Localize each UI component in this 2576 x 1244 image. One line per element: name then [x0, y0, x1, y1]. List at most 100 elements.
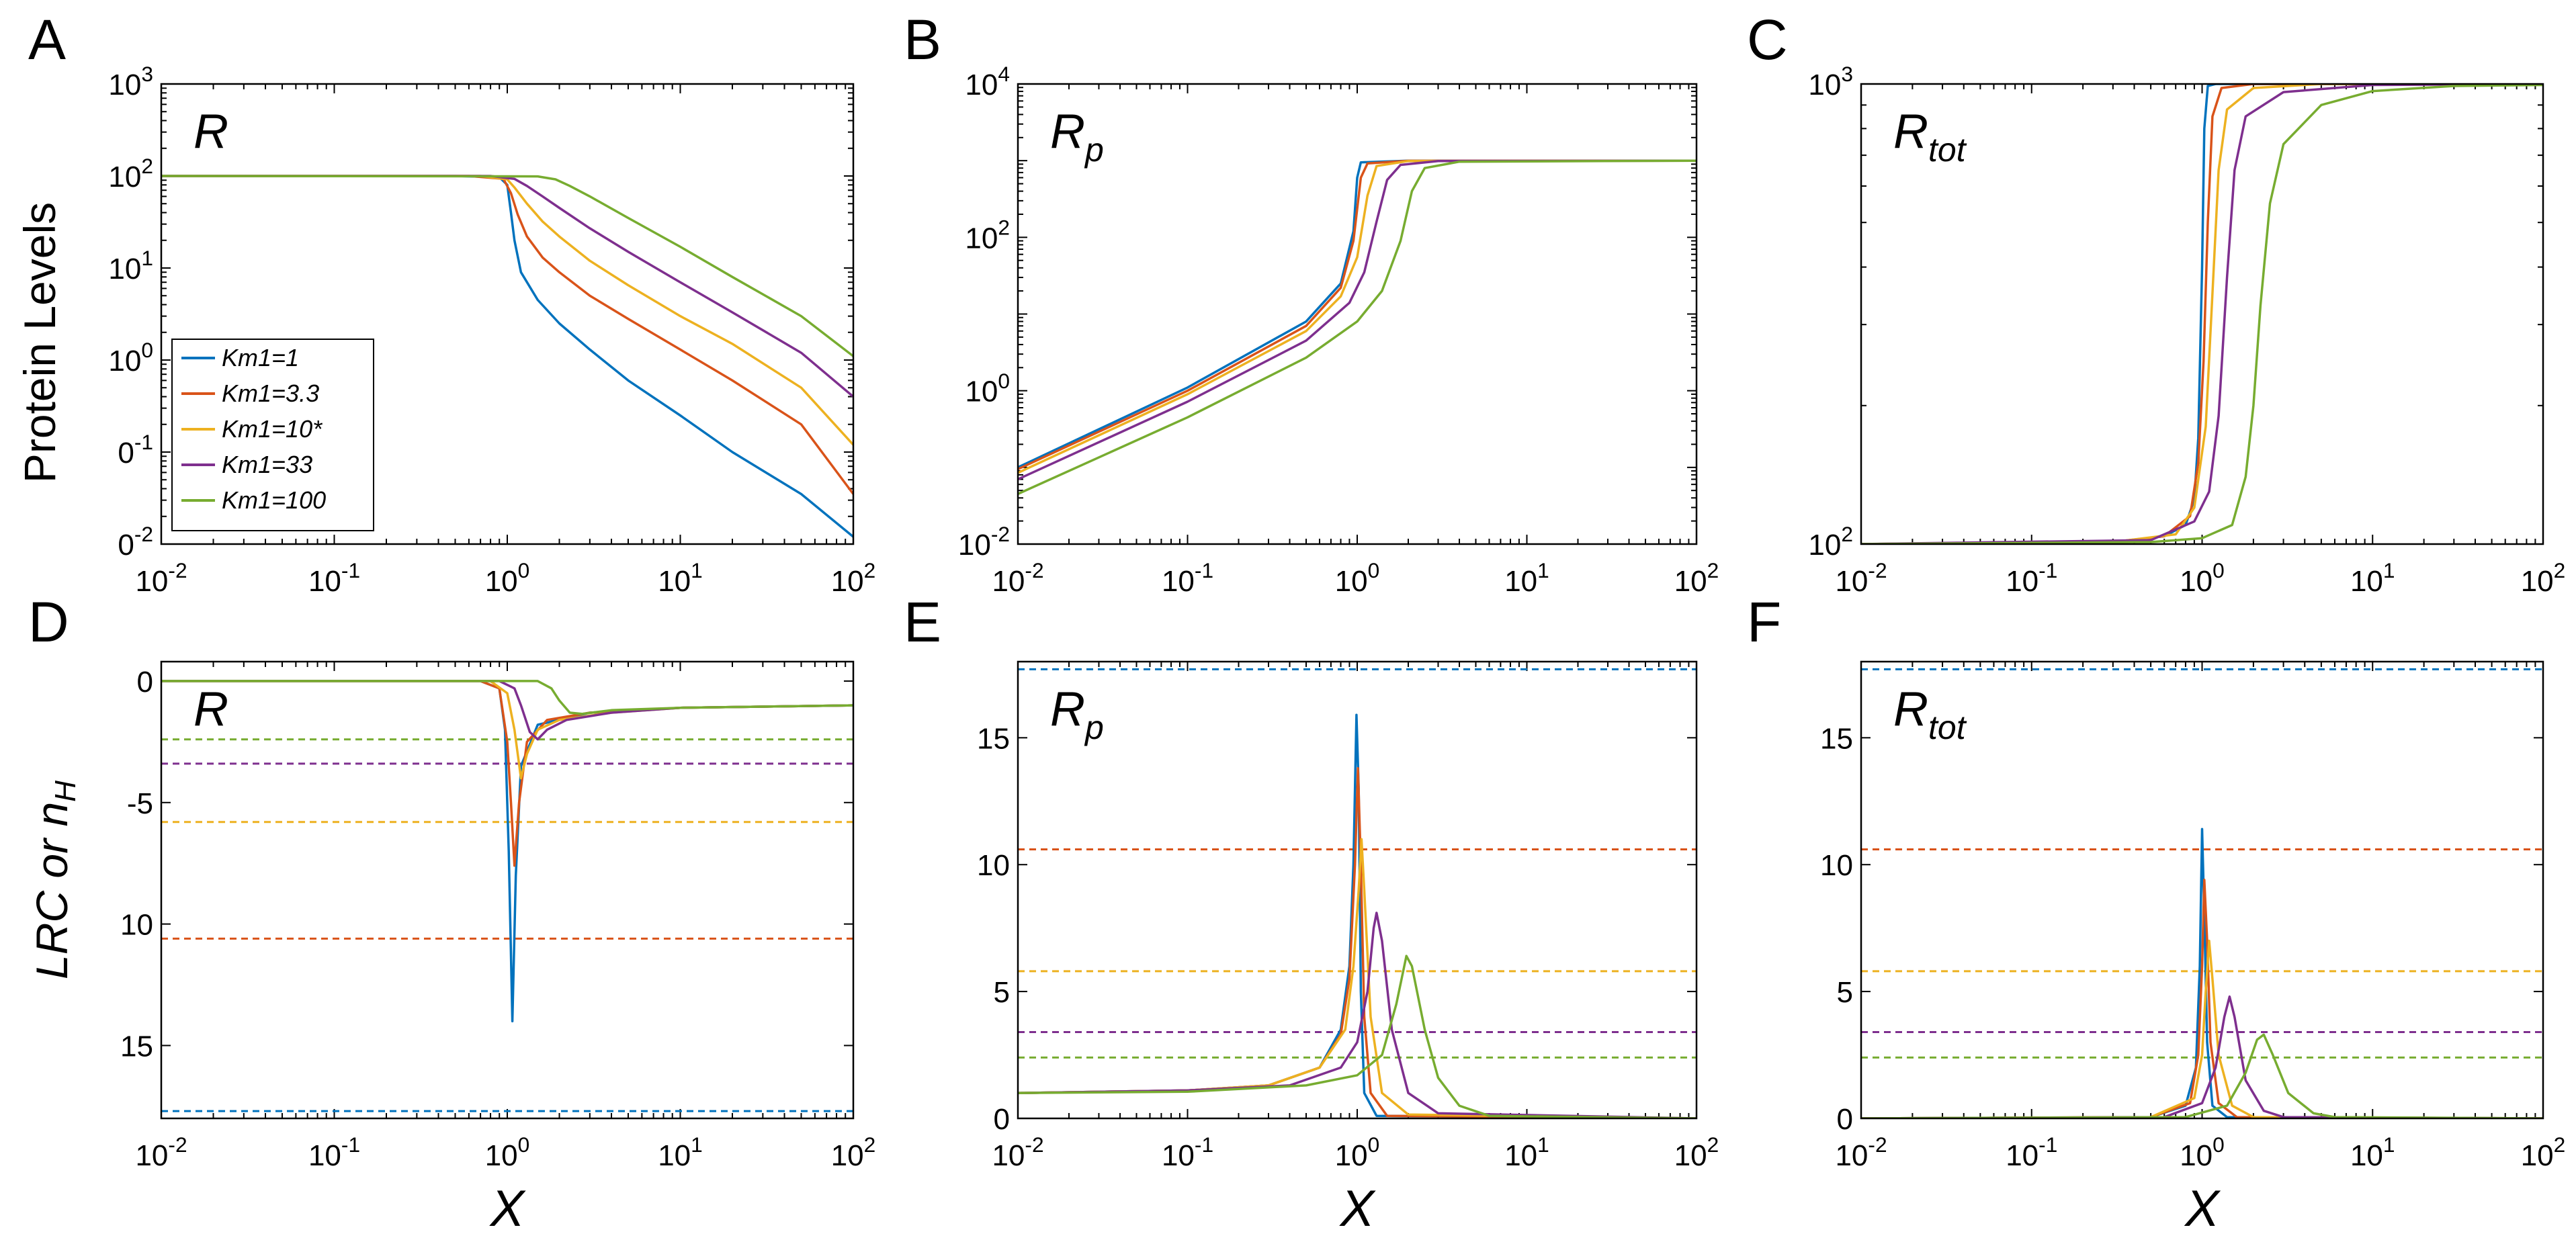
series-line — [161, 175, 853, 446]
y-tick-label: 15 — [977, 722, 1010, 755]
x-tick-label-exponent: 0 — [2213, 1132, 2225, 1157]
x-tick-label-base: 10 — [2006, 565, 2038, 598]
x-tick-label-exponent: 2 — [2554, 558, 2566, 582]
panel-title-main: R — [194, 105, 228, 159]
x-tick-label: 10-2 — [135, 558, 187, 598]
x-tick-label-base: 10 — [658, 1139, 691, 1172]
series-line — [1861, 879, 2543, 1118]
y-tick-label-exponent: 0 — [998, 369, 1010, 393]
y-tick-label-exponent: 2 — [1841, 522, 1853, 546]
x-tick-label: 101 — [2350, 1132, 2395, 1172]
series-line — [1018, 159, 1697, 481]
x-tick-label-exponent: 0 — [1368, 558, 1380, 582]
x-tick-label-exponent: 1 — [691, 1132, 703, 1157]
x-tick-label: 10-1 — [1162, 558, 1213, 598]
panel-C-frame — [1860, 83, 2544, 545]
panel-title-main: R — [1893, 682, 1928, 736]
panel-F-frame — [1860, 660, 2544, 1120]
x-tick-label: 102 — [1674, 1132, 1719, 1172]
y-tick-label-base: -5 — [127, 787, 153, 820]
y-tick-label: 0-1 — [118, 430, 153, 470]
panel-title: Rtot — [1893, 105, 1967, 169]
panel-title: Rtot — [1893, 682, 1967, 746]
series-line — [1018, 159, 1697, 474]
y-tick-label-base: 10 — [108, 345, 141, 377]
panel-letter: D — [28, 590, 69, 654]
series-line — [1861, 1033, 2543, 1118]
x-tick-label-base: 10 — [1162, 565, 1195, 598]
x-tick-label-exponent: -2 — [1868, 1132, 1887, 1157]
x-tick-label-exponent: 2 — [1707, 558, 1719, 582]
x-tick-label-exponent: 2 — [1707, 1132, 1719, 1157]
panel-title: R — [194, 682, 228, 736]
panel-letter: A — [28, 8, 66, 71]
y-tick-label-base: 0 — [137, 666, 153, 699]
x-tick-label-base: 10 — [992, 1139, 1025, 1172]
x-tick-label: 10-2 — [135, 1132, 187, 1172]
legend: Km1=1 Km1=3.3 Km1=10* Km1=33 Km1=100 — [171, 339, 374, 531]
x-tick-label-base: 10 — [2521, 565, 2554, 598]
y-tick-label-base: 5 — [994, 976, 1010, 1009]
y-tick-label-exponent: 1 — [141, 246, 153, 270]
y-tick-label-base: 0 — [994, 1103, 1010, 1136]
panel-A-x-ticks: 10-2 10-1 100 101 102 — [135, 84, 875, 598]
panel-B-frame — [1017, 83, 1698, 545]
x-axis-label: X — [2184, 1180, 2221, 1237]
x-tick-label-exponent: 2 — [864, 1132, 876, 1157]
panel-B-x-ticks: 10-2 10-1 100 101 102 — [992, 84, 1719, 598]
y-tick-label-base: 10 — [108, 69, 141, 101]
x-tick-label-exponent: 0 — [518, 1132, 530, 1157]
x-tick-label-base: 10 — [135, 1139, 168, 1172]
x-tick-label-exponent: 1 — [691, 558, 703, 582]
y-tick-label: 102 — [1808, 522, 1853, 562]
x-tick-label-exponent: -1 — [1195, 1132, 1213, 1157]
y-tick-label: -5 — [127, 787, 153, 820]
series-line — [161, 175, 853, 357]
y-tick-label: 0 — [137, 666, 153, 699]
panel-A-series — [161, 175, 853, 538]
x-tick-label: 100 — [1335, 558, 1380, 598]
y-tick-label: 102 — [965, 216, 1010, 255]
series-line — [1861, 939, 2543, 1118]
panel-C-y-ticks: 102 103 — [1808, 62, 2543, 562]
panel-title-main: R — [1050, 105, 1085, 159]
legend-entry-label: Km1=3.3 — [222, 380, 319, 407]
x-tick-label-base: 10 — [831, 565, 864, 598]
x-tick-label-exponent: 1 — [2383, 558, 2395, 582]
x-tick-label-base: 10 — [485, 565, 518, 598]
x-tick-label: 10-2 — [1835, 558, 1887, 598]
y-tick-label: 5 — [994, 976, 1010, 1009]
panel-A: 10-2 10-1 100 101 1020-20-1100101102103ARKm1… — [28, 8, 875, 598]
legend-entry-label: Km1=100 — [222, 486, 326, 514]
y-tick-label: 0-2 — [118, 522, 153, 562]
y-axis-label-bottom: LRC or nH — [27, 781, 82, 979]
x-tick-label-exponent: 1 — [2383, 1132, 2395, 1157]
x-tick-label-exponent: -1 — [2038, 558, 2057, 582]
x-tick-label-exponent: 0 — [518, 558, 530, 582]
legend-entry-label: Km1=33 — [222, 451, 312, 478]
y-tick-label: 10 — [1820, 849, 1853, 882]
x-tick-label-exponent: -1 — [341, 558, 360, 582]
x-tick-label: 100 — [485, 1132, 530, 1172]
panel-D-y-ticks: 0 -5 10 15 — [120, 666, 853, 1063]
y-tick-label: 103 — [1808, 62, 1853, 101]
y-tick-label-base: 10 — [1820, 849, 1853, 882]
x-axis-label: X — [1339, 1180, 1377, 1237]
y-tick-label-base: 10 — [108, 253, 141, 285]
x-tick-label-base: 10 — [308, 1139, 341, 1172]
y-tick-label-base: 10 — [965, 222, 998, 255]
y-tick-label-exponent: 3 — [141, 62, 153, 86]
y-tick-label-base: 15 — [120, 1030, 153, 1063]
y-tick-label-base: 10 — [958, 529, 991, 562]
y-tick-label: 10 — [977, 849, 1010, 882]
y-tick-label-base: 10 — [108, 161, 141, 193]
x-tick-label: 10-1 — [1162, 1132, 1213, 1172]
y-tick-label-base: 0 — [118, 437, 134, 470]
panel-C-series — [1861, 84, 2543, 544]
y-axis-label-bottom-sub: H — [49, 781, 82, 802]
y-tick-label-base: 5 — [1837, 976, 1853, 1009]
series-line — [1018, 159, 1697, 495]
